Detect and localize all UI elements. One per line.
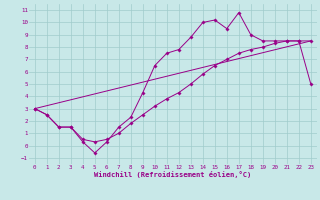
X-axis label: Windchill (Refroidissement éolien,°C): Windchill (Refroidissement éolien,°C) <box>94 171 252 178</box>
